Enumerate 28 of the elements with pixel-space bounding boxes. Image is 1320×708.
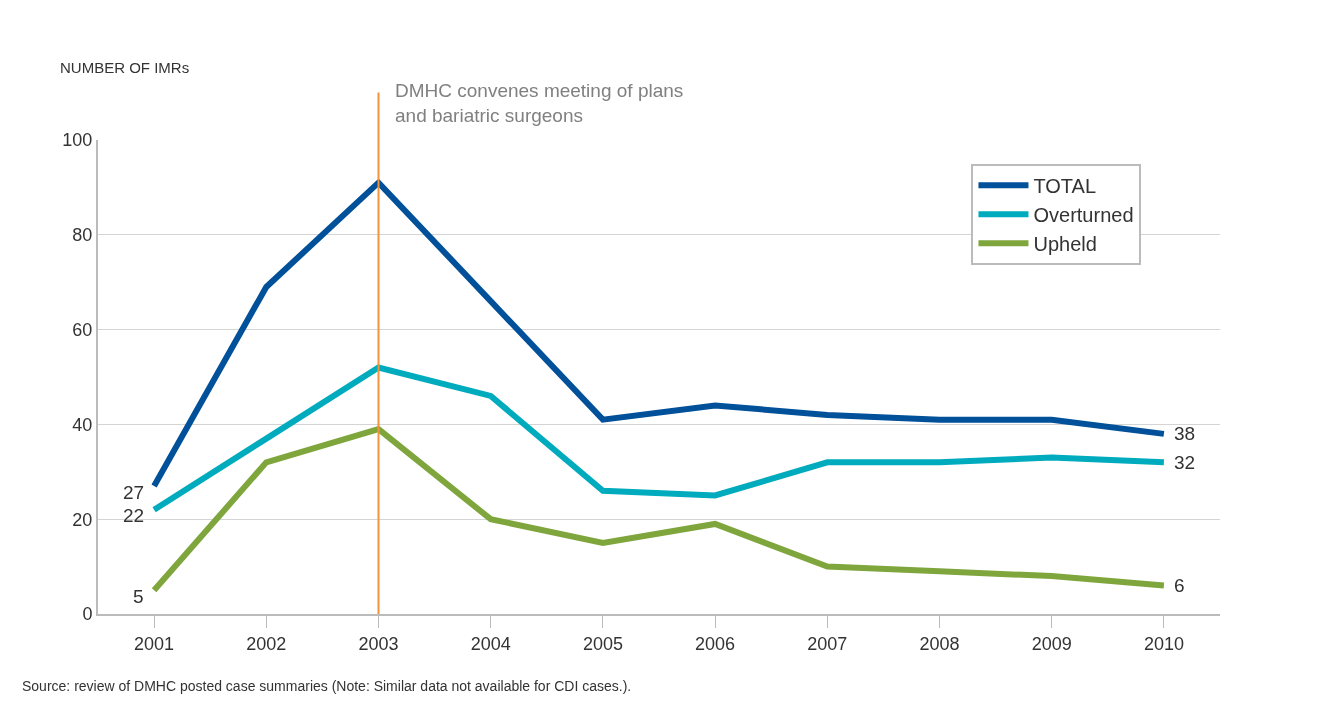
data-label: 27 (123, 482, 145, 503)
data-label: 5 (133, 586, 144, 607)
x-tick-label: 2004 (470, 633, 511, 654)
y-axis-title: NUMBER OF IMRs (60, 59, 190, 76)
ref-line-label: DMHC convenes meeting of plans and bariatric surgeons (395, 80, 684, 126)
y-tick-label: 100 (62, 130, 93, 151)
data-label: 22 (123, 505, 145, 526)
y-tick-label: 0 (82, 604, 93, 625)
x-tick-label: 2003 (358, 633, 399, 654)
x-tick-label: 2007 (807, 633, 848, 654)
x-tick-label: 2001 (134, 633, 175, 654)
y-tick-label: 80 (72, 225, 93, 246)
data-label: 6 (1174, 575, 1185, 596)
x-tick-label: 2006 (695, 633, 736, 654)
legend-label: Overturned (1033, 204, 1134, 226)
data-label: 38 (1174, 423, 1196, 444)
x-tick-label: 2008 (919, 633, 960, 654)
y-tick-label: 20 (72, 509, 93, 530)
y-tick-label: 40 (72, 414, 93, 435)
x-tick-label: 2009 (1031, 633, 1072, 654)
x-tick-label: 2005 (582, 633, 623, 654)
source-note: Source: review of DMHC posted case summaries (Note: Similar data not available for CDI cases.). (22, 678, 632, 694)
legend-label: TOTAL (1033, 175, 1097, 197)
y-tick-label: 60 (72, 319, 93, 340)
legend-label: Upheld (1033, 233, 1097, 255)
data-label: 32 (1174, 452, 1196, 473)
x-tick-label: 2002 (246, 633, 287, 654)
x-tick-label: 2010 (1143, 633, 1184, 654)
